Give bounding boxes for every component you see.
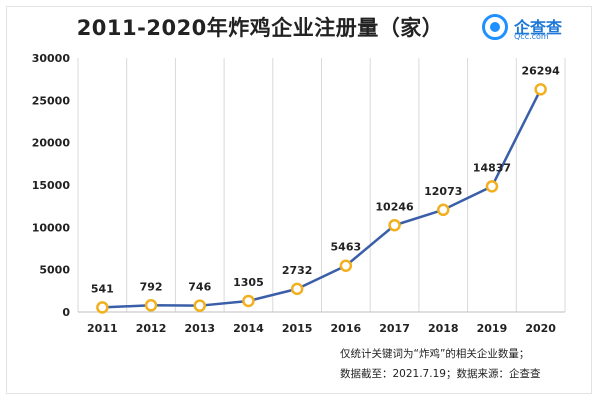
data-label: 5463 (331, 241, 362, 254)
grid-lines (77, 58, 566, 313)
data-point (388, 219, 401, 232)
x-tick-label: 2015 (282, 322, 313, 335)
y-tick-label: 0 (62, 306, 70, 319)
data-point (290, 282, 304, 296)
y-tick-label: 15000 (32, 179, 71, 192)
x-tick-label: 2012 (136, 322, 167, 335)
x-tick-label: 2014 (233, 322, 264, 335)
data-label: 541 (91, 282, 114, 295)
data-point (534, 83, 547, 96)
chart-title: 2011-2020年炸鸡企业注册量（家） (76, 16, 444, 40)
logo-url: Qcc.com (514, 32, 549, 41)
data-point (437, 203, 450, 217)
data-point (339, 259, 353, 272)
qcc-logo: 企查查 Qcc.com (482, 14, 592, 48)
logo-name: 企查查 (514, 18, 563, 37)
x-tick-label: 2016 (331, 322, 362, 335)
data-label: 14837 (473, 161, 511, 174)
data-label: 1305 (233, 276, 264, 289)
qcc-logo-icon (482, 14, 508, 40)
data-point (96, 301, 109, 314)
data-label: 746 (188, 281, 211, 294)
data-points (96, 83, 547, 314)
footnote-source: 数据截至：2021.7.19；数据来源：企查查 (340, 368, 541, 380)
data-labels: 541 792 746 1305 2732 5463 10246 12073 14837 2629… (91, 64, 560, 295)
x-tick-label: 2011 (87, 322, 118, 335)
x-tick-label: 2020 (525, 322, 556, 335)
data-point (485, 180, 499, 193)
chart-card (6, 6, 592, 394)
data-label: 2732 (282, 264, 313, 277)
y-axis: 0 5000 10000 15000 20000 25000 30000 (32, 52, 71, 319)
x-tick-label: 2018 (428, 322, 459, 335)
data-point (144, 299, 158, 312)
x-axis: 2011 2012 2013 2014 2015 2016 2017 2018 2019 2020 (87, 322, 556, 335)
series-line (102, 88, 542, 309)
y-tick-label: 5000 (39, 264, 70, 277)
data-label: 792 (140, 280, 163, 293)
data-point (242, 294, 255, 308)
y-tick-label: 10000 (32, 221, 71, 234)
data-label: 12073 (424, 185, 462, 198)
data-label: 26294 (522, 64, 561, 77)
x-tick-label: 2017 (379, 322, 410, 335)
x-tick-label: 2019 (477, 322, 508, 335)
x-tick-label: 2013 (184, 322, 215, 335)
y-tick-label: 25000 (32, 94, 71, 107)
series-polyline (102, 88, 542, 309)
y-tick-label: 30000 (32, 52, 71, 65)
data-point (193, 299, 206, 312)
y-tick-label: 20000 (32, 137, 71, 150)
footnote-scope: 仅统计关键词为“炸鸡”的相关企业数量； (340, 348, 530, 360)
data-label: 10246 (375, 200, 414, 213)
